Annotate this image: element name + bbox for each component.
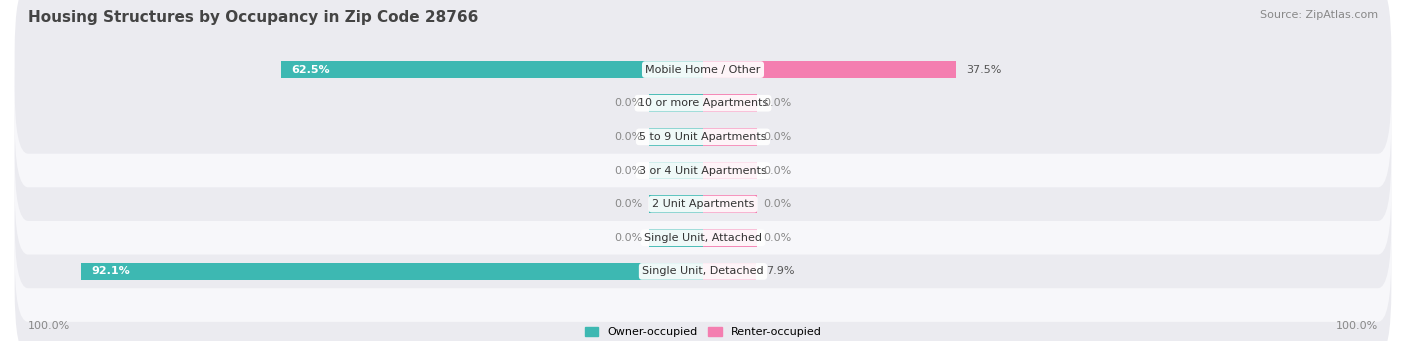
Text: 62.5%: 62.5% [291, 64, 330, 75]
Text: 0.0%: 0.0% [614, 132, 643, 142]
Text: 0.0%: 0.0% [763, 165, 792, 176]
Bar [703, 229, 756, 247]
Bar [703, 61, 956, 78]
Bar [650, 94, 703, 112]
Bar [650, 128, 703, 146]
Text: 0.0%: 0.0% [763, 199, 792, 209]
Bar [703, 128, 756, 146]
Bar [650, 162, 703, 179]
Text: 0.0%: 0.0% [763, 132, 792, 142]
Text: Single Unit, Attached: Single Unit, Attached [644, 233, 762, 243]
FancyBboxPatch shape [14, 154, 1392, 322]
Text: 37.5%: 37.5% [966, 64, 1001, 75]
Text: 0.0%: 0.0% [763, 233, 792, 243]
Bar [703, 94, 756, 112]
Bar [650, 195, 703, 213]
Text: 10 or more Apartments: 10 or more Apartments [638, 98, 768, 108]
Text: Housing Structures by Occupancy in Zip Code 28766: Housing Structures by Occupancy in Zip C… [28, 10, 478, 25]
FancyBboxPatch shape [14, 120, 1392, 288]
Text: 5 to 9 Unit Apartments: 5 to 9 Unit Apartments [640, 132, 766, 142]
Bar [703, 263, 756, 280]
Legend: Owner-occupied, Renter-occupied: Owner-occupied, Renter-occupied [581, 322, 825, 341]
Text: 92.1%: 92.1% [91, 266, 131, 277]
Text: 100.0%: 100.0% [1336, 321, 1378, 331]
Text: Mobile Home / Other: Mobile Home / Other [645, 64, 761, 75]
FancyBboxPatch shape [14, 187, 1392, 341]
FancyBboxPatch shape [14, 19, 1392, 187]
Text: 0.0%: 0.0% [614, 165, 643, 176]
Bar [281, 61, 703, 78]
Bar [82, 263, 703, 280]
FancyBboxPatch shape [14, 86, 1392, 255]
Text: 0.0%: 0.0% [614, 98, 643, 108]
Text: Single Unit, Detached: Single Unit, Detached [643, 266, 763, 277]
Text: 0.0%: 0.0% [614, 233, 643, 243]
Text: 7.9%: 7.9% [766, 266, 794, 277]
Text: 3 or 4 Unit Apartments: 3 or 4 Unit Apartments [640, 165, 766, 176]
Text: Source: ZipAtlas.com: Source: ZipAtlas.com [1260, 10, 1378, 20]
Text: 0.0%: 0.0% [763, 98, 792, 108]
FancyBboxPatch shape [14, 53, 1392, 221]
Bar [650, 229, 703, 247]
Text: 100.0%: 100.0% [28, 321, 70, 331]
FancyBboxPatch shape [14, 0, 1392, 154]
Text: 0.0%: 0.0% [614, 199, 643, 209]
Bar [703, 162, 756, 179]
Text: 2 Unit Apartments: 2 Unit Apartments [652, 199, 754, 209]
Bar [703, 195, 756, 213]
